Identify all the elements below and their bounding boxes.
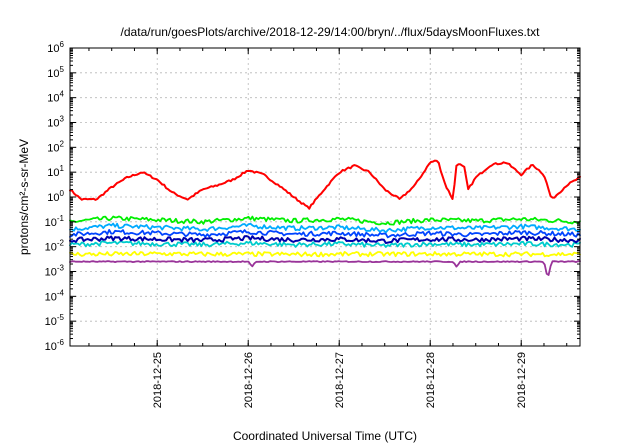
y-tick-label-exp: -6	[57, 338, 65, 347]
x-tick-label: 2018-12-26	[243, 352, 255, 408]
y-tick-label: 104	[47, 90, 64, 105]
x-tick-label: 2018-12-25	[152, 352, 164, 408]
y-tick-label: 10-6	[45, 338, 65, 353]
y-tick-label-base: 10	[45, 341, 57, 353]
y-tick-label-base: 10	[47, 118, 59, 130]
y-tick-label-base: 10	[45, 316, 57, 328]
y-tick-label: 101	[47, 164, 64, 179]
x-tick-label: 2018-12-27	[334, 352, 346, 408]
series-line-3	[69, 222, 581, 234]
series-line-8	[69, 260, 581, 276]
ticks	[70, 47, 580, 347]
y-tick-label: 105	[47, 65, 64, 80]
y-axis-label: protons/cm²-s-sr-MeV	[17, 139, 31, 255]
x-tick-labels: 2018-12-25 2018-12-26 2018-12-27 2018-12-28…	[152, 352, 528, 408]
series-group	[69, 159, 581, 276]
y-tick-label-exp: 5	[60, 65, 65, 74]
y-tick-label: 103	[47, 115, 64, 130]
y-tick-label-exp: -2	[57, 239, 65, 248]
chart-title: /data/run/goesPlots/archive/2018-12-29/1…	[121, 25, 541, 39]
y-tick-label: 10-4	[45, 288, 65, 303]
x-tick-label: 2018-12-28	[425, 352, 437, 408]
series-line-7	[69, 250, 581, 258]
grid	[70, 48, 580, 346]
y-tick-label-base: 10	[47, 68, 59, 80]
y-tick-label-exp: -1	[57, 214, 65, 223]
y-tick-label-exp: -3	[57, 264, 65, 273]
series-line-6	[69, 235, 581, 244]
y-tick-label-exp: -4	[57, 288, 65, 297]
y-tick-label-exp: 0	[60, 189, 65, 198]
y-tick-label-exp: 4	[60, 90, 65, 99]
y-tick-label-base: 10	[45, 242, 57, 254]
y-tick-label-base: 10	[45, 217, 57, 229]
y-tick-label-base: 10	[47, 43, 59, 55]
y-tick-label-exp: 1	[60, 164, 65, 173]
y-tick-label: 10-2	[45, 239, 65, 254]
y-tick-label-base: 10	[47, 93, 59, 105]
y-tick-label: 102	[47, 139, 64, 154]
series-line-4	[69, 229, 581, 239]
y-tick-label-exp: -5	[57, 313, 65, 322]
y-tick-label-base: 10	[45, 267, 57, 279]
y-tick-label: 106	[47, 40, 64, 55]
y-tick-label: 10-5	[45, 313, 65, 328]
y-axis-label-text: protons/cm²-s-sr-MeV	[17, 139, 31, 255]
x-axis-label: Coordinated Universal Time (UTC)	[233, 429, 417, 443]
y-tick-label: 10-1	[45, 214, 65, 229]
y-tick-label-base: 10	[47, 167, 59, 179]
y-tick-label-base: 10	[45, 291, 57, 303]
y-tick-label-base: 10	[47, 192, 59, 204]
series-line-1	[69, 159, 581, 210]
y-tick-label-exp: 2	[60, 139, 65, 148]
y-tick-label: 10-3	[45, 264, 65, 279]
y-tick-labels: 10-610-510-410-310-210-11001011021031041…	[45, 40, 65, 353]
y-tick-label-base: 10	[47, 142, 59, 154]
y-tick-label-exp: 6	[60, 40, 65, 49]
y-tick-label-exp: 3	[60, 115, 65, 124]
series-line-5	[69, 240, 581, 248]
series-line-2	[69, 215, 581, 226]
y-tick-label: 100	[47, 189, 64, 204]
x-tick-label: 2018-12-29	[516, 352, 528, 408]
